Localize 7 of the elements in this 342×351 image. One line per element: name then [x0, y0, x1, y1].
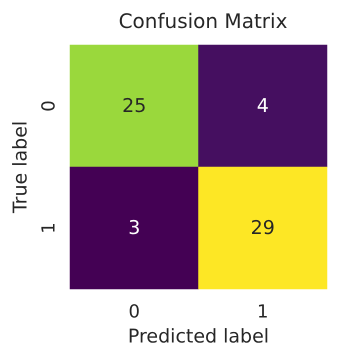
y-axis-title: True label	[10, 120, 32, 214]
data-label: 3	[128, 217, 140, 239]
data-label: 29	[250, 217, 275, 239]
x-axis-title: Predicted label	[128, 326, 270, 348]
data-label: 4	[256, 95, 269, 117]
chart-title: Confusion Matrix	[118, 9, 288, 33]
data-label: 25	[122, 95, 146, 117]
